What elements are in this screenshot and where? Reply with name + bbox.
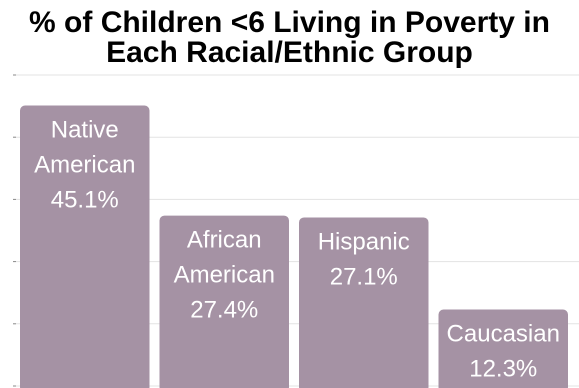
bar-data-label: Caucasian — [447, 320, 560, 347]
bar-labels: Native American 45.1% African American 27.4% H… — [34, 116, 560, 382]
chart-title-line-2: Each Racial/Ethnic Group — [106, 36, 473, 69]
bar-data-label: 12.3% — [469, 355, 537, 382]
bar — [20, 105, 150, 388]
bar-data-label: African — [187, 227, 262, 254]
bar-data-label: 27.1% — [330, 263, 398, 290]
bars — [20, 105, 568, 388]
bar — [299, 217, 429, 388]
bar-data-label: Hispanic — [318, 228, 410, 255]
chart-title-line-1: % of Children <6 Living in Poverty in — [29, 6, 550, 39]
chart-title: % of Children <6 Living in Poverty in Ea… — [0, 8, 579, 68]
bar-data-label: Native — [51, 116, 119, 143]
bar-data-label: 45.1% — [51, 186, 119, 213]
bar — [159, 215, 289, 388]
bar-data-label: American — [174, 262, 275, 289]
bar-data-label: American — [34, 151, 135, 178]
bar-data-label: 27.4% — [190, 297, 258, 324]
bar — [438, 309, 568, 388]
